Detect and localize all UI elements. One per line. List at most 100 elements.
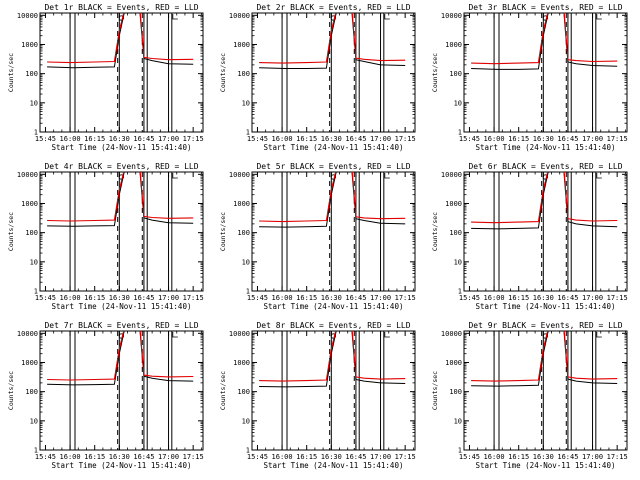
lld-series-line xyxy=(471,13,618,65)
x-tick-label: 17:15 xyxy=(395,294,416,302)
panel-1: Det 1r BLACK = Events, RED = LLD 1 10 100 10… xyxy=(7,3,204,152)
x-tick-label: 17:00 xyxy=(370,294,391,302)
x-tick-label: 15:45 xyxy=(35,453,56,461)
x-tick-label: 15:45 xyxy=(247,453,268,461)
y-tick-label: 10000 xyxy=(441,12,462,20)
y-tick-label: 10000 xyxy=(229,330,250,338)
y-axis-label: Counts/sec xyxy=(7,212,15,251)
x-tick-label: 17:00 xyxy=(582,294,603,302)
y-axis-label: Counts/sec xyxy=(219,53,227,92)
y-tick-label: 1 xyxy=(458,129,462,137)
y-tick-label: 10000 xyxy=(17,330,38,338)
x-tick-label: 17:15 xyxy=(607,453,628,461)
x-tick-label: 17:00 xyxy=(370,453,391,461)
y-tick-label: 1000 xyxy=(445,41,462,49)
x-tick-label: 16:45 xyxy=(345,294,366,302)
y-tick-label: 1000 xyxy=(21,41,38,49)
flag-marker xyxy=(384,332,390,338)
y-tick-label: 1 xyxy=(34,129,38,137)
panel-title: Det 6r BLACK = Events, RED = LLD xyxy=(468,162,622,171)
y-tick-label: 10000 xyxy=(229,12,250,20)
x-tick-label: 16:00 xyxy=(272,135,293,143)
panel-4: Det 4r BLACK = Events, RED = LLD 1 10 100 10… xyxy=(7,162,204,311)
y-tick-label: 1000 xyxy=(21,359,38,367)
y-tick-label: 10 xyxy=(242,99,250,107)
events-series-line xyxy=(471,331,618,387)
y-tick-label: 10 xyxy=(30,258,38,266)
panel-title: Det 8r BLACK = Events, RED = LLD xyxy=(256,321,410,330)
x-axis-label: Start Time (24-Nov-11 15:41:40) xyxy=(264,143,404,152)
y-axis-label: Counts/sec xyxy=(7,371,15,410)
x-tick-label: 15:45 xyxy=(247,135,268,143)
x-tick-label: 17:00 xyxy=(370,135,391,143)
x-tick-label: 16:00 xyxy=(272,453,293,461)
x-tick-label: 17:15 xyxy=(183,453,204,461)
x-tick-label: 16:30 xyxy=(321,453,342,461)
x-tick-label: 17:15 xyxy=(183,294,204,302)
x-tick-label: 17:00 xyxy=(582,135,603,143)
x-tick-label: 15:45 xyxy=(459,453,480,461)
x-axis-label: Start Time (24-Nov-11 15:41:40) xyxy=(476,461,616,470)
y-tick-label: 100 xyxy=(237,388,250,396)
y-tick-label: 100 xyxy=(449,70,462,78)
x-axis-label: Start Time (24-Nov-11 15:41:40) xyxy=(52,461,192,470)
lld-series-line xyxy=(259,13,406,64)
flag-marker xyxy=(596,173,602,179)
y-axis-label: Counts/sec xyxy=(431,371,439,410)
y-tick-label: 1 xyxy=(246,447,250,455)
x-tick-label: 17:15 xyxy=(607,135,628,143)
x-tick-label: 15:45 xyxy=(35,294,56,302)
x-tick-label: 16:45 xyxy=(557,453,578,461)
x-axis-label: Start Time (24-Nov-11 15:41:40) xyxy=(52,302,192,311)
flag-marker xyxy=(172,14,178,20)
plot-frame xyxy=(251,171,416,292)
x-tick-label: 17:00 xyxy=(582,453,603,461)
plot-frame xyxy=(251,12,416,133)
events-series-line xyxy=(47,331,194,386)
x-tick-label: 16:45 xyxy=(133,135,154,143)
y-tick-label: 100 xyxy=(25,229,38,237)
y-tick-label: 10 xyxy=(454,417,462,425)
x-tick-label: 16:15 xyxy=(296,294,317,302)
panel-3: Det 3r BLACK = Events, RED = LLD 1 10 100 10… xyxy=(431,3,628,152)
y-tick-label: 100 xyxy=(449,388,462,396)
y-tick-label: 1 xyxy=(246,288,250,296)
y-tick-label: 1000 xyxy=(445,200,462,208)
x-tick-label: 16:15 xyxy=(508,135,529,143)
panel-2: Det 2r BLACK = Events, RED = LLD 1 10 100 10… xyxy=(219,3,416,152)
x-tick-label: 17:15 xyxy=(395,135,416,143)
x-axis-label: Start Time (24-Nov-11 15:41:40) xyxy=(52,143,192,152)
x-tick-label: 16:30 xyxy=(533,135,554,143)
lld-series-line xyxy=(47,13,194,64)
x-tick-label: 17:15 xyxy=(183,135,204,143)
events-series-line xyxy=(259,172,406,228)
plot-frame xyxy=(463,12,628,133)
y-tick-label: 1 xyxy=(34,288,38,296)
x-tick-label: 16:30 xyxy=(533,453,554,461)
x-tick-label: 16:15 xyxy=(84,453,105,461)
events-series-line xyxy=(471,172,618,230)
y-tick-label: 10 xyxy=(454,258,462,266)
y-tick-label: 100 xyxy=(25,388,38,396)
y-tick-label: 1000 xyxy=(21,200,38,208)
x-axis-label: Start Time (24-Nov-11 15:41:40) xyxy=(264,302,404,311)
y-axis-label: Counts/sec xyxy=(219,371,227,410)
x-tick-label: 16:30 xyxy=(321,294,342,302)
x-tick-label: 15:45 xyxy=(35,135,56,143)
y-tick-label: 10 xyxy=(30,417,38,425)
x-tick-label: 16:00 xyxy=(60,453,81,461)
x-axis-label: Start Time (24-Nov-11 15:41:40) xyxy=(476,302,616,311)
x-tick-label: 16:45 xyxy=(557,294,578,302)
x-axis-label: Start Time (24-Nov-11 15:41:40) xyxy=(264,461,404,470)
plot-frame xyxy=(39,171,204,292)
y-tick-label: 1 xyxy=(246,129,250,137)
y-tick-label: 10000 xyxy=(229,171,250,179)
y-tick-label: 1000 xyxy=(233,41,250,49)
panel-title: Det 4r BLACK = Events, RED = LLD xyxy=(44,162,198,171)
x-tick-label: 16:30 xyxy=(321,135,342,143)
panel-9: Det 9r BLACK = Events, RED = LLD 1 10 100 10… xyxy=(431,321,628,470)
x-tick-label: 16:00 xyxy=(484,135,505,143)
y-tick-label: 10 xyxy=(242,417,250,425)
y-tick-label: 1000 xyxy=(445,359,462,367)
